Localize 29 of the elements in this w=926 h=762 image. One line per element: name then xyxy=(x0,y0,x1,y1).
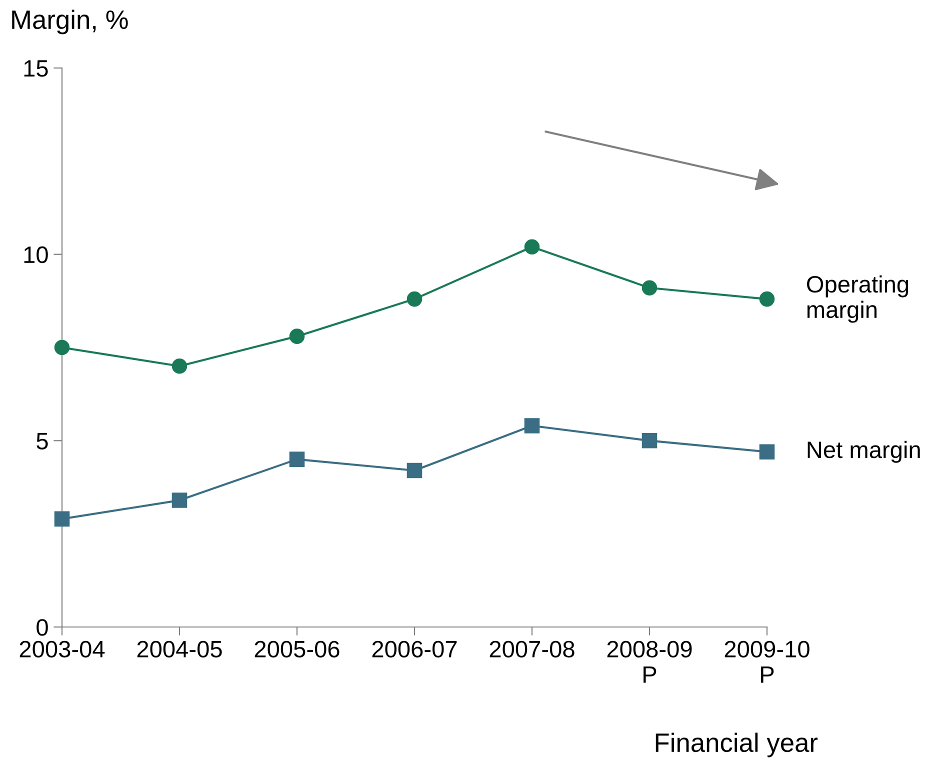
x-tick-label: 2003-04 xyxy=(20,640,105,658)
y-tick-label: 15 xyxy=(24,60,48,77)
x-tick-label: 2008-09 P xyxy=(607,640,692,683)
point xyxy=(642,280,658,296)
point xyxy=(759,291,775,307)
y-tick-label: 0 xyxy=(36,619,48,636)
point xyxy=(759,444,775,460)
y-tick-label: 5 xyxy=(36,432,48,450)
point xyxy=(172,492,188,508)
x-axis-title: Financial year xyxy=(656,732,818,758)
point xyxy=(524,418,540,434)
point xyxy=(524,239,540,255)
point xyxy=(289,328,305,344)
x-tick-label: 2004-05 xyxy=(137,640,222,658)
series-label: Net margin xyxy=(808,440,920,463)
point xyxy=(289,452,305,467)
point xyxy=(406,462,422,478)
point xyxy=(172,358,188,374)
y-tick-label: 10 xyxy=(24,246,48,264)
point xyxy=(642,433,658,448)
x-tick-label: 2009-10 P xyxy=(724,640,810,683)
point xyxy=(54,340,70,356)
x-tick-label: 2005-06 xyxy=(254,640,340,658)
x-tick-label: 2006-07 xyxy=(372,640,457,658)
series-label: Operating margin xyxy=(807,275,908,323)
point xyxy=(406,291,422,307)
y-axis-title: Margin, % xyxy=(12,10,128,34)
point xyxy=(54,511,70,527)
x-tick-label: 2007-08 xyxy=(490,640,574,658)
